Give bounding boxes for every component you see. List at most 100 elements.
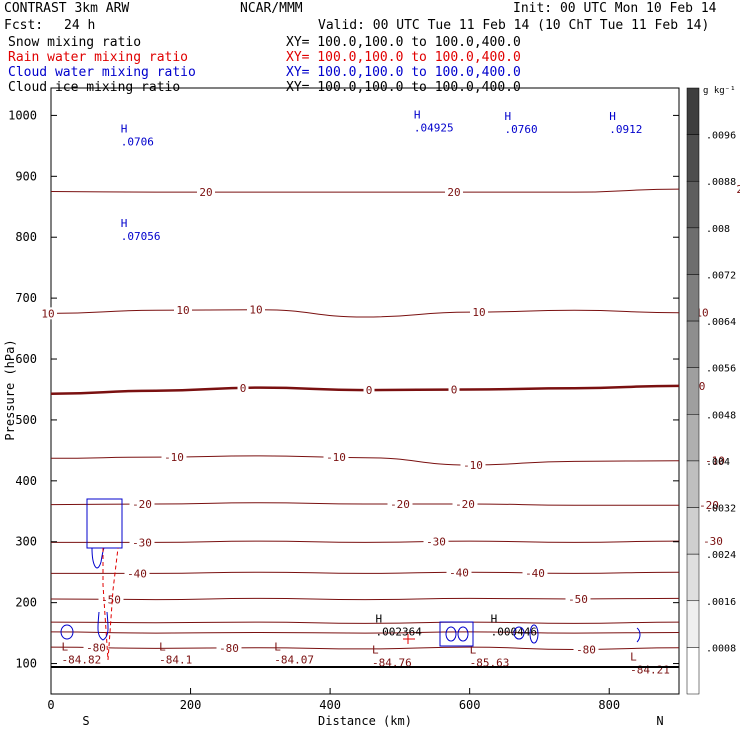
field-xy-rain: XY= 100.0,100.0 to 100.0,400.0	[286, 50, 521, 65]
cloud-water-contour	[445, 626, 457, 642]
high-marker: H	[505, 110, 512, 123]
contour-label: -80	[576, 643, 596, 656]
contour-label: 0	[240, 382, 247, 395]
cloud-water-contour	[97, 611, 109, 641]
colorbar-swatch	[686, 600, 700, 648]
colorbar-swatch	[686, 87, 700, 135]
contour-label-bg	[734, 183, 740, 196]
contour-label: 20	[736, 183, 740, 196]
y-tick-label: 400	[15, 474, 37, 488]
valid-time: Valid: 00 UTC Tue 11 Feb 14 (10 ChT Tue …	[318, 18, 710, 33]
center-title: NCAR/MMM	[240, 1, 303, 16]
contour-label: -80	[86, 642, 106, 655]
contour-label: 0	[366, 384, 373, 397]
low-value: -84.21	[630, 664, 670, 677]
colorbar-label: .0064	[706, 317, 736, 328]
low-value: -84.82	[61, 653, 101, 666]
colorbar-label: .0072	[706, 270, 736, 281]
contour-label: 10	[472, 306, 485, 319]
isotherm-minus20	[50, 502, 679, 506]
contour-label: -20	[699, 499, 719, 512]
contour-label: -40	[127, 567, 147, 580]
fcst-label: Fcst:	[4, 18, 44, 33]
colorbar-swatch	[686, 227, 700, 275]
contour-label: 20	[447, 186, 460, 199]
colorbar-label: .0048	[706, 410, 736, 421]
init-time: Init: 00 UTC Mon 10 Feb 14	[513, 1, 717, 16]
colorbar-swatch	[686, 460, 700, 508]
field-name-snow: Snow mixing ratio	[8, 35, 142, 50]
low-marker: L	[470, 643, 477, 656]
colorbar-label: .0008	[706, 643, 736, 654]
isotherm-minus40	[50, 571, 680, 574]
high-marker: H	[414, 109, 421, 122]
contour-label-bg	[197, 186, 215, 199]
isotherm-minus30	[50, 540, 680, 543]
low-value: -84.1	[159, 653, 192, 666]
contour-label-bg	[129, 498, 155, 511]
low-value: -84.07	[274, 653, 314, 666]
cloud-water-box	[86, 498, 123, 549]
cloud-water-contour	[60, 624, 74, 640]
contour-label-bg	[216, 641, 242, 654]
contour-label-bg	[460, 458, 486, 471]
x-tick-label: 600	[459, 698, 481, 712]
contour-label-bg	[696, 499, 722, 512]
x-tick-label: 200	[180, 698, 202, 712]
colorbar-label: .0096	[706, 131, 736, 142]
high-marker: H	[121, 217, 128, 230]
colorbar-swatch	[686, 180, 700, 229]
field-name-cloudwater: Cloud water mixing ratio	[8, 65, 196, 80]
colorbar-swatch	[686, 553, 700, 602]
colorbar-swatch	[686, 647, 700, 695]
contour-label: 0	[699, 380, 706, 393]
isotherm-10	[50, 309, 680, 318]
colorbar-swatch	[686, 134, 700, 182]
contour-label-bg	[573, 643, 599, 656]
contour-label: -20	[455, 498, 475, 511]
south-end-label: S	[82, 714, 89, 728]
cloud-contours	[60, 498, 641, 661]
y-tick-label: 500	[15, 413, 37, 427]
contour-label-bg	[448, 383, 460, 396]
isotherm-minus10	[50, 455, 680, 466]
y-tick-label: 1000	[8, 108, 37, 122]
colorbar-label: .0056	[706, 364, 736, 375]
contour-label-bg	[247, 303, 265, 316]
plot-frame	[50, 87, 680, 695]
high-marker: H	[375, 612, 382, 625]
rain-water-contour	[403, 634, 415, 644]
y-tick-label: 700	[15, 291, 37, 305]
contour-label-bg	[470, 305, 488, 318]
high-value: .0760	[505, 123, 538, 136]
colorbar-swatch	[686, 414, 700, 462]
north-end-label: N	[656, 714, 663, 728]
x-tick-label: 800	[598, 698, 620, 712]
colorbar-unit: g kg⁻¹	[703, 86, 736, 96]
colorbar-label: .0016	[706, 597, 736, 608]
contour-label: -20	[132, 498, 152, 511]
y-axis-label: Pressure (hPa)	[3, 339, 17, 440]
high-value: .07056	[121, 230, 161, 243]
isotherm-minus60	[50, 621, 680, 624]
contour-label-bg	[423, 535, 449, 548]
x-axis-label: Distance (km)	[318, 714, 412, 728]
contour-label: -50	[101, 593, 121, 606]
contour-label-bg	[129, 536, 155, 549]
field-xy-snow: XY= 100.0,100.0 to 100.0,400.0	[286, 35, 521, 50]
contour-label: -20	[390, 498, 410, 511]
colorbar-label: .008	[706, 224, 730, 235]
high-marker: H	[609, 110, 616, 123]
high-value: .0706	[121, 136, 154, 149]
colorbar-label: .0032	[706, 504, 736, 515]
contour-label: 20	[199, 186, 212, 199]
low-marker: L	[372, 643, 379, 656]
high-value: .0912	[609, 123, 642, 136]
colorbar-swatch	[686, 367, 700, 415]
x-axis: 0 200 400 600 800	[47, 688, 620, 712]
contour-label: -80	[219, 642, 239, 655]
high-value: .002364	[375, 625, 422, 638]
colorbar-label: .0024	[706, 550, 736, 561]
